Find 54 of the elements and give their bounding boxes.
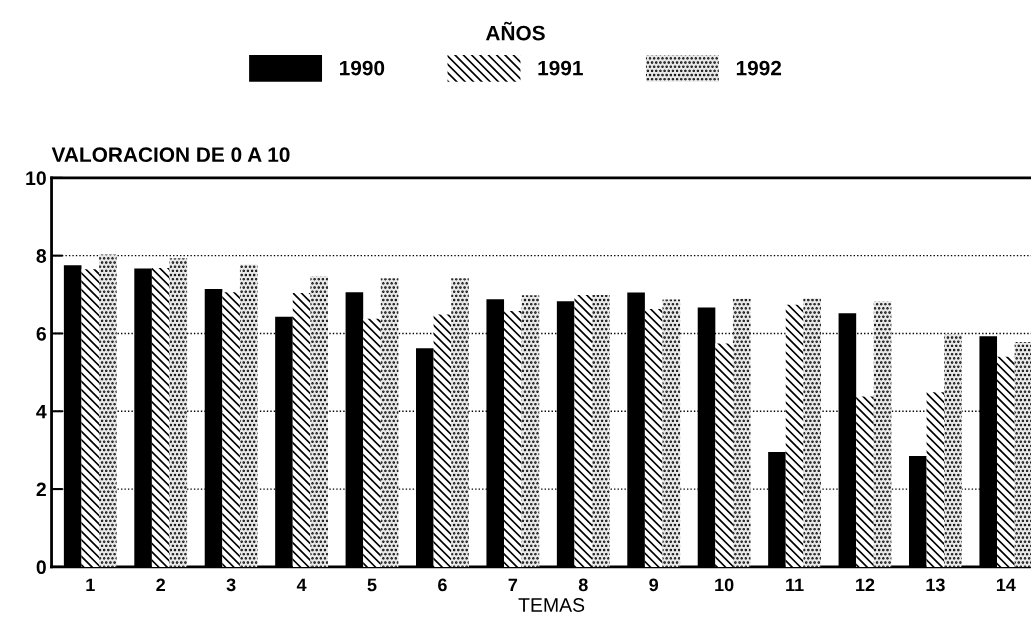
bar xyxy=(151,268,170,567)
x-tick-label: 13 xyxy=(926,578,945,592)
y-tick-label: 0 xyxy=(36,560,46,575)
bar xyxy=(856,396,874,567)
x-tick-label: 14 xyxy=(996,578,1016,592)
y-tick-label: 4 xyxy=(36,404,47,419)
x-tick-label: 7 xyxy=(508,578,518,592)
bar xyxy=(644,308,663,567)
bar xyxy=(732,298,751,567)
x-axis-title: TEMAS xyxy=(518,598,585,612)
bar xyxy=(292,292,311,567)
x-tick-label: 12 xyxy=(856,578,875,592)
bar xyxy=(926,392,945,567)
x-tick-label: 4 xyxy=(296,578,307,592)
legend-label: 1991 xyxy=(538,60,583,76)
bar xyxy=(99,254,117,567)
x-tick-label: 11 xyxy=(786,578,804,592)
y-tick-label: 6 xyxy=(36,326,46,341)
x-tick-label: 5 xyxy=(367,578,377,592)
bar xyxy=(310,276,328,567)
x-tick-label: 3 xyxy=(226,578,236,592)
y-tick-label: 2 xyxy=(36,482,46,497)
x-tick-label: 10 xyxy=(715,578,734,592)
x-tick-label: 1 xyxy=(86,578,95,592)
x-tick-label: 9 xyxy=(649,578,659,592)
y-tick-label: 10 xyxy=(26,171,46,186)
bar xyxy=(169,258,188,567)
bar xyxy=(433,314,452,567)
bar xyxy=(873,301,892,567)
x-tick-label: 2 xyxy=(156,578,166,592)
bar xyxy=(803,298,821,567)
legend-title: AÑOS xyxy=(485,21,545,41)
bar xyxy=(997,356,1015,567)
x-tick-label: 8 xyxy=(578,578,588,592)
legend-label: 1990 xyxy=(340,60,385,76)
bar xyxy=(1014,342,1031,567)
bar xyxy=(504,310,522,567)
bar xyxy=(715,343,733,567)
bar xyxy=(363,318,381,567)
y-tick-label: 8 xyxy=(36,249,47,263)
legend-label: 1992 xyxy=(736,60,782,76)
bar xyxy=(785,304,804,567)
x-tick-label: 6 xyxy=(438,578,447,592)
bar xyxy=(574,294,593,567)
bar xyxy=(592,294,610,567)
y-axis-title: VALORACION DE 0 A 10 xyxy=(51,147,290,163)
bar xyxy=(451,278,469,567)
bar xyxy=(521,295,540,567)
bar xyxy=(81,269,100,567)
bar xyxy=(380,278,399,567)
bar xyxy=(662,299,681,567)
bar xyxy=(944,334,962,567)
bar xyxy=(239,264,258,567)
bar xyxy=(222,292,240,567)
